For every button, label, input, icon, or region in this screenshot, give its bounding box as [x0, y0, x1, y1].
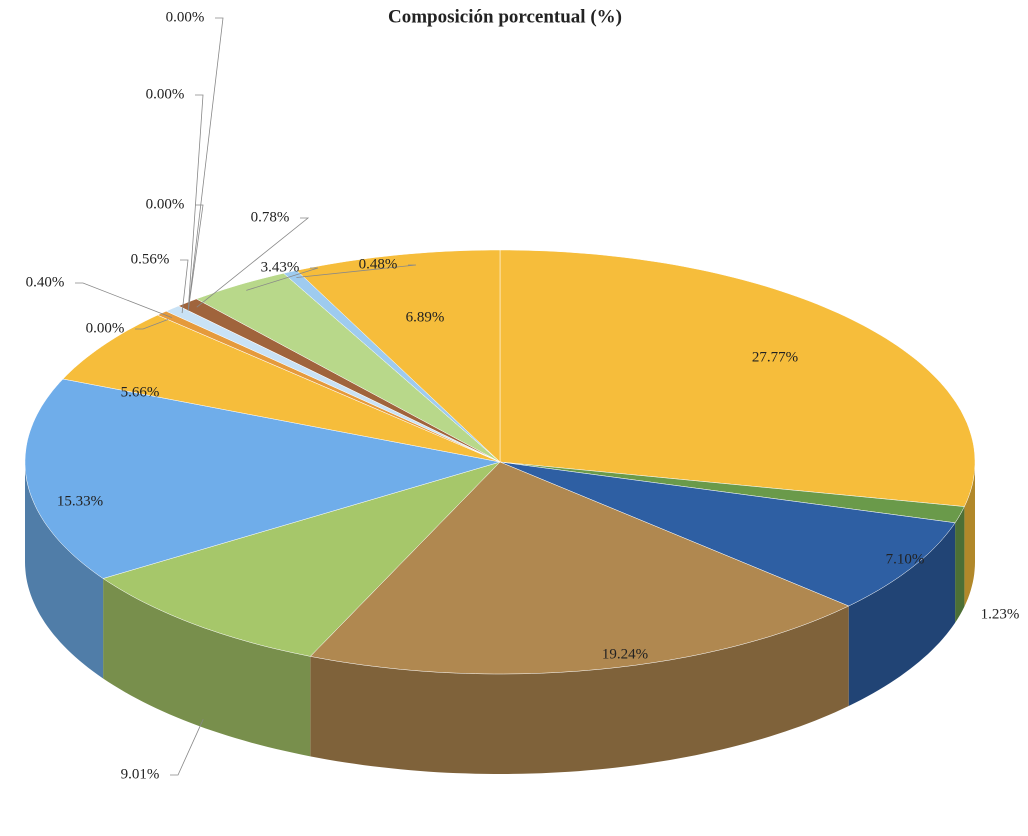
data-label: 0.48% — [359, 256, 398, 272]
data-label: 1.23% — [981, 606, 1020, 622]
data-label: 6.89% — [406, 309, 445, 325]
data-label: 15.33% — [57, 493, 103, 509]
leader-line — [296, 264, 417, 278]
pie-side — [848, 522, 956, 706]
data-label: 7.10% — [886, 551, 925, 567]
data-label: 0.00% — [146, 196, 185, 212]
leader-line — [75, 282, 173, 318]
data-label: 0.78% — [251, 209, 290, 225]
pie-side — [25, 462, 104, 679]
pie-side — [955, 506, 965, 623]
leader-line — [187, 204, 204, 311]
pie-slice — [499, 461, 956, 607]
leader-line — [180, 259, 189, 314]
chart-title: Composición porcentual (%) — [388, 6, 622, 27]
pie-slice — [62, 314, 501, 463]
pie-slice — [102, 461, 501, 657]
data-label: 0.00% — [166, 9, 205, 25]
data-label: 0.00% — [146, 86, 185, 102]
pie-side — [964, 462, 975, 607]
pie-slice — [24, 378, 501, 579]
pie-slice — [195, 273, 501, 463]
pie-slice — [309, 461, 850, 675]
leader-line — [187, 17, 224, 311]
data-label: 0.56% — [131, 251, 170, 267]
data-label: 0.40% — [26, 274, 65, 290]
pie-slice — [296, 249, 501, 463]
leader-line — [196, 217, 310, 308]
data-label: 9.01% — [121, 766, 160, 782]
pie-side — [310, 606, 849, 774]
data-label: 19.24% — [602, 646, 648, 662]
leader-line — [246, 267, 319, 291]
pie-side — [103, 578, 311, 757]
data-label: 3.43% — [261, 259, 300, 275]
data-label: 5.66% — [121, 384, 160, 400]
data-label: 0.00% — [86, 320, 125, 336]
data-label: 27.77% — [752, 349, 798, 365]
leader-line — [135, 319, 169, 330]
leader-line — [187, 94, 204, 311]
pie-slice — [499, 249, 976, 507]
leader-line — [170, 719, 204, 776]
